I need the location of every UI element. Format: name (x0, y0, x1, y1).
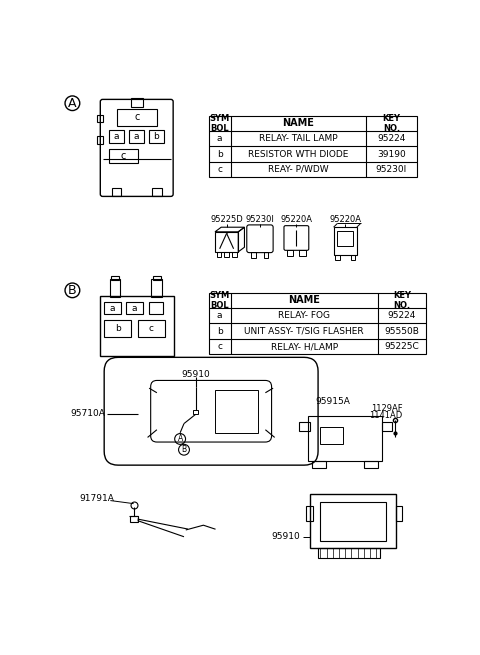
Text: c: c (217, 342, 222, 351)
Bar (152, 188, 162, 196)
Bar (350, 255, 355, 259)
Bar (308, 416, 382, 460)
Bar (117, 109, 157, 126)
Text: NAME: NAME (282, 119, 314, 128)
Text: RESISTOR WTH DIODE: RESISTOR WTH DIODE (248, 149, 348, 159)
Text: b: b (154, 132, 159, 141)
Bar (320, 428, 343, 444)
Text: c: c (217, 165, 222, 174)
Bar (287, 250, 293, 255)
Bar (100, 296, 174, 356)
Text: 95910: 95910 (272, 533, 300, 541)
Text: 95220A: 95220A (329, 215, 361, 224)
Bar (109, 130, 123, 143)
Bar (109, 279, 120, 297)
Text: 95225D: 95225D (210, 215, 243, 224)
Text: c: c (149, 324, 154, 333)
Bar (149, 130, 164, 143)
Bar (335, 255, 340, 259)
Bar (209, 115, 417, 177)
Text: a: a (110, 303, 116, 312)
Text: a: a (217, 134, 222, 143)
Text: a: a (217, 311, 222, 320)
Text: 95220A: 95220A (280, 215, 312, 224)
Bar (299, 422, 310, 431)
Text: a: a (132, 303, 137, 312)
Text: SYM
BOL: SYM BOL (210, 291, 230, 310)
Text: 39190: 39190 (377, 149, 406, 159)
Text: 95910: 95910 (181, 370, 210, 379)
Text: 91791A: 91791A (80, 494, 115, 503)
Text: RELAY- TAIL LAMP: RELAY- TAIL LAMP (259, 134, 337, 143)
Text: REAY- P/WDW: REAY- P/WDW (268, 165, 329, 174)
Bar (382, 422, 393, 431)
Text: c: c (134, 112, 139, 122)
Bar (215, 232, 238, 252)
Text: 1141AD: 1141AD (369, 411, 403, 421)
Text: RELAY- H/LAMP: RELAY- H/LAMP (271, 342, 338, 351)
Bar (209, 293, 426, 354)
Bar (252, 252, 256, 258)
Text: B: B (68, 284, 77, 297)
Text: b: b (217, 149, 223, 159)
Text: KEY
NO.: KEY NO. (382, 113, 400, 133)
Bar (334, 227, 357, 255)
Text: b: b (217, 327, 223, 335)
Bar (129, 130, 144, 143)
Bar (130, 516, 137, 522)
Bar (216, 252, 221, 257)
Text: 1129AF: 1129AF (371, 403, 403, 413)
Bar (396, 506, 402, 521)
Text: UNIT ASSY- T/SIG FLASHER: UNIT ASSY- T/SIG FLASHER (244, 327, 364, 335)
Text: RELAY- FOG: RELAY- FOG (278, 311, 330, 320)
Text: B: B (181, 445, 187, 454)
Bar (149, 302, 163, 314)
Bar (364, 460, 378, 468)
Bar (131, 98, 143, 107)
Bar (97, 115, 103, 122)
Text: b: b (115, 324, 120, 333)
Text: NAME: NAME (288, 295, 320, 305)
Text: 95230I: 95230I (376, 165, 407, 174)
Text: 95225C: 95225C (384, 342, 419, 351)
Bar (306, 506, 312, 521)
Bar (153, 276, 161, 280)
Bar (318, 548, 380, 557)
Bar (111, 276, 119, 280)
Bar (224, 252, 229, 257)
Bar (126, 302, 143, 314)
Text: SYM
BOL: SYM BOL (210, 113, 230, 133)
Bar (321, 502, 385, 540)
Text: a: a (113, 132, 119, 141)
Text: a: a (133, 132, 139, 141)
Bar (112, 188, 121, 196)
Bar (109, 149, 138, 163)
Bar (152, 279, 162, 297)
Text: c: c (121, 151, 126, 161)
Bar (104, 320, 132, 337)
Bar (264, 252, 268, 258)
Text: 95710A: 95710A (70, 409, 105, 418)
Bar (311, 495, 396, 548)
Text: 95915A: 95915A (315, 398, 350, 407)
Bar (97, 136, 103, 144)
Text: 95224: 95224 (387, 311, 416, 320)
Bar (300, 250, 306, 255)
Bar (193, 409, 198, 415)
Text: KEY
NO.: KEY NO. (393, 291, 411, 310)
Text: 95224: 95224 (377, 134, 406, 143)
Bar (215, 390, 258, 433)
Bar (104, 302, 121, 314)
Text: 95550B: 95550B (384, 327, 419, 335)
Text: A: A (68, 97, 77, 110)
Bar (232, 252, 237, 257)
Text: A: A (178, 434, 183, 443)
Bar (312, 460, 326, 468)
Bar (137, 320, 165, 337)
Bar (337, 231, 353, 246)
Text: 95230I: 95230I (245, 215, 275, 224)
